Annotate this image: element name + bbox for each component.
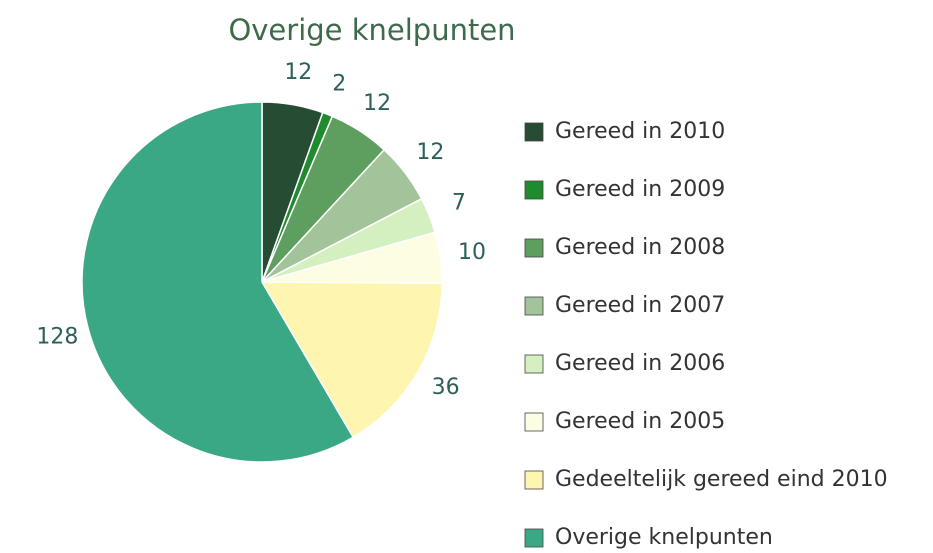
legend-label: Gereed in 2008 — [555, 235, 725, 260]
legend-label: Gereed in 2005 — [555, 409, 725, 434]
legend-label: Gereed in 2006 — [555, 351, 725, 376]
data-label: 7 — [452, 190, 466, 215]
data-label: 2 — [332, 72, 346, 97]
pie-slice — [81, 101, 355, 463]
legend-swatch — [524, 296, 544, 316]
legend-swatch — [524, 528, 544, 548]
legend-swatch — [524, 470, 544, 490]
data-label: 36 — [432, 375, 460, 400]
legend-swatch — [524, 354, 544, 374]
data-label: 10 — [458, 240, 486, 265]
data-label: 128 — [36, 325, 78, 350]
legend-swatch — [524, 412, 544, 432]
legend-label: Gedeeltelijk gereed eind 2010 — [555, 467, 888, 492]
legend-swatch — [524, 238, 544, 258]
legend-label: Gereed in 2010 — [555, 119, 725, 144]
legend-label: Gereed in 2007 — [555, 293, 725, 318]
legend-label: Gereed in 2009 — [555, 177, 725, 202]
legend-swatch — [524, 180, 544, 200]
legend-label: Overige knelpunten — [555, 525, 773, 550]
pie-slice — [260, 281, 443, 439]
data-label: 12 — [284, 60, 312, 85]
data-label: 12 — [416, 140, 444, 165]
legend-swatch — [524, 122, 544, 142]
data-label: 12 — [363, 91, 391, 116]
chart-title: Overige knelpunten — [228, 13, 515, 47]
